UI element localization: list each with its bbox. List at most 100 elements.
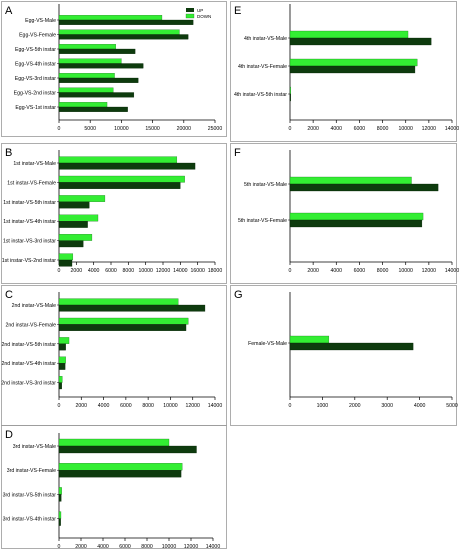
bar-down	[58, 511, 62, 519]
x-tick-label: 16000	[190, 268, 205, 274]
panel-frame	[230, 285, 457, 426]
x-tick-label: 14000	[208, 403, 223, 409]
category-label: 5th instar-VS-Female	[238, 218, 287, 224]
bar-up	[58, 324, 187, 331]
x-tick-label: 6000	[354, 126, 366, 132]
x-tick-label: 14000	[445, 126, 459, 132]
bar-down	[58, 376, 63, 383]
category-label: 2nd instar-VS-5th instar	[2, 342, 57, 348]
bar-up	[289, 37, 432, 46]
category-label: 3rd instar-VS-Female	[7, 468, 56, 474]
legend-label-up: UP	[197, 8, 203, 13]
x-tick-label: 6000	[354, 268, 366, 274]
bar-down	[58, 87, 114, 93]
category-label: 2nd instar-VS-Male	[12, 303, 57, 309]
category-label: 4th instar-VS-Female	[238, 64, 287, 70]
x-tick-label: 1000	[317, 403, 329, 409]
category-label: 4th instar-VS-5th instar	[234, 92, 287, 98]
category-label: Egg-VS-4th instar	[15, 62, 56, 68]
x-tick-label: 10000	[162, 544, 177, 550]
bar-up	[58, 106, 128, 112]
panel-letter: F	[234, 147, 241, 159]
bar-down	[58, 102, 108, 108]
x-tick-label: 2000	[307, 268, 319, 274]
panel-frame	[1, 1, 227, 137]
bar-down	[289, 58, 418, 67]
bar-up	[58, 259, 73, 267]
category-label: 1st instar-VS-3rd instar	[3, 239, 56, 245]
x-tick-label: 4000	[331, 126, 343, 132]
x-tick-label: 2000	[76, 403, 88, 409]
x-tick-label: 5000	[84, 126, 96, 132]
x-tick-label: 6000	[105, 268, 117, 274]
bar-down	[58, 29, 180, 35]
bar-up	[58, 445, 197, 454]
x-tick-label: 0	[58, 403, 61, 409]
x-tick-label: 12000	[156, 268, 171, 274]
category-label: 3rd instar-VS-5th instar	[3, 492, 57, 498]
panel-letter: A	[5, 5, 13, 17]
legend-swatch-up	[186, 8, 194, 12]
chart-panel-g: G 0 1000 2000 3000 4000 5000 Female-VS-Male	[230, 285, 458, 426]
bar-up	[58, 182, 181, 189]
x-tick-label: 4000	[98, 403, 110, 409]
bar-up	[58, 221, 88, 228]
category-label: Female-VS-Male	[248, 341, 287, 347]
bar-down	[58, 253, 74, 261]
x-tick-label: 25000	[208, 126, 223, 132]
category-label: Egg-VS-Male	[25, 18, 56, 24]
x-tick-label: 8000	[123, 268, 135, 274]
bar-up	[289, 219, 423, 228]
bar-down	[58, 195, 106, 202]
bar-up	[58, 304, 206, 312]
panel-letter: D	[5, 429, 13, 441]
bar-down	[289, 212, 424, 221]
x-tick-label: 0	[58, 544, 61, 550]
bar-down	[58, 487, 62, 495]
x-tick-label: 5000	[446, 403, 458, 409]
panel-frame	[1, 143, 227, 284]
x-tick-label: 0	[58, 268, 61, 274]
category-label: 5th instar-VS-Male	[244, 182, 287, 188]
chart-panel-c: C 0 2000 4000 6000 8000 10000 12000 14000 2nd ins…	[1, 285, 227, 426]
x-tick-label: 0	[58, 126, 61, 132]
x-tick-label: 2000	[349, 403, 361, 409]
panel-letter: E	[234, 5, 241, 17]
x-tick-label: 8000	[377, 126, 389, 132]
x-tick-label: 4000	[414, 403, 426, 409]
bar-down	[58, 234, 93, 241]
category-label: 3rd instar-VS-Male	[13, 444, 56, 450]
x-tick-label: 12000	[185, 403, 200, 409]
bar-down	[58, 317, 189, 325]
bar-up	[58, 19, 194, 25]
bar-up	[58, 63, 144, 69]
x-tick-label: 4000	[331, 268, 343, 274]
panel-letter: C	[5, 289, 13, 301]
panel-letter: B	[5, 147, 12, 159]
bar-down	[58, 298, 179, 306]
x-tick-label: 10000	[398, 126, 413, 132]
category-label: 3rd instar-VS-4th instar	[3, 517, 57, 523]
category-label: 1st instar-VS-5th instar	[3, 200, 56, 206]
category-label: Egg-VS-Female	[19, 33, 56, 39]
bar-up	[58, 494, 62, 502]
chart-panel-a: A 0 5000 10000 15000 20000 25000 Egg-VS-Male Egg…	[1, 1, 227, 137]
bar-up	[58, 77, 139, 83]
bar-up	[58, 363, 66, 370]
bar-down	[58, 73, 115, 79]
x-tick-label: 8000	[141, 544, 153, 550]
bar-down	[58, 156, 178, 164]
bar-down	[58, 44, 116, 50]
bar-down	[58, 175, 185, 183]
x-tick-label: 14000	[206, 544, 221, 550]
category-label: 4th instar-VS-Male	[244, 36, 287, 42]
x-tick-label: 3000	[381, 403, 393, 409]
x-tick-label: 10000	[398, 268, 413, 274]
x-tick-label: 0	[289, 268, 292, 274]
bar-up	[289, 93, 291, 102]
x-tick-label: 12000	[422, 268, 437, 274]
bar-down	[289, 176, 412, 185]
x-tick-label: 14000	[173, 268, 188, 274]
x-tick-label: 4000	[88, 268, 100, 274]
x-tick-label: 14000	[445, 268, 459, 274]
